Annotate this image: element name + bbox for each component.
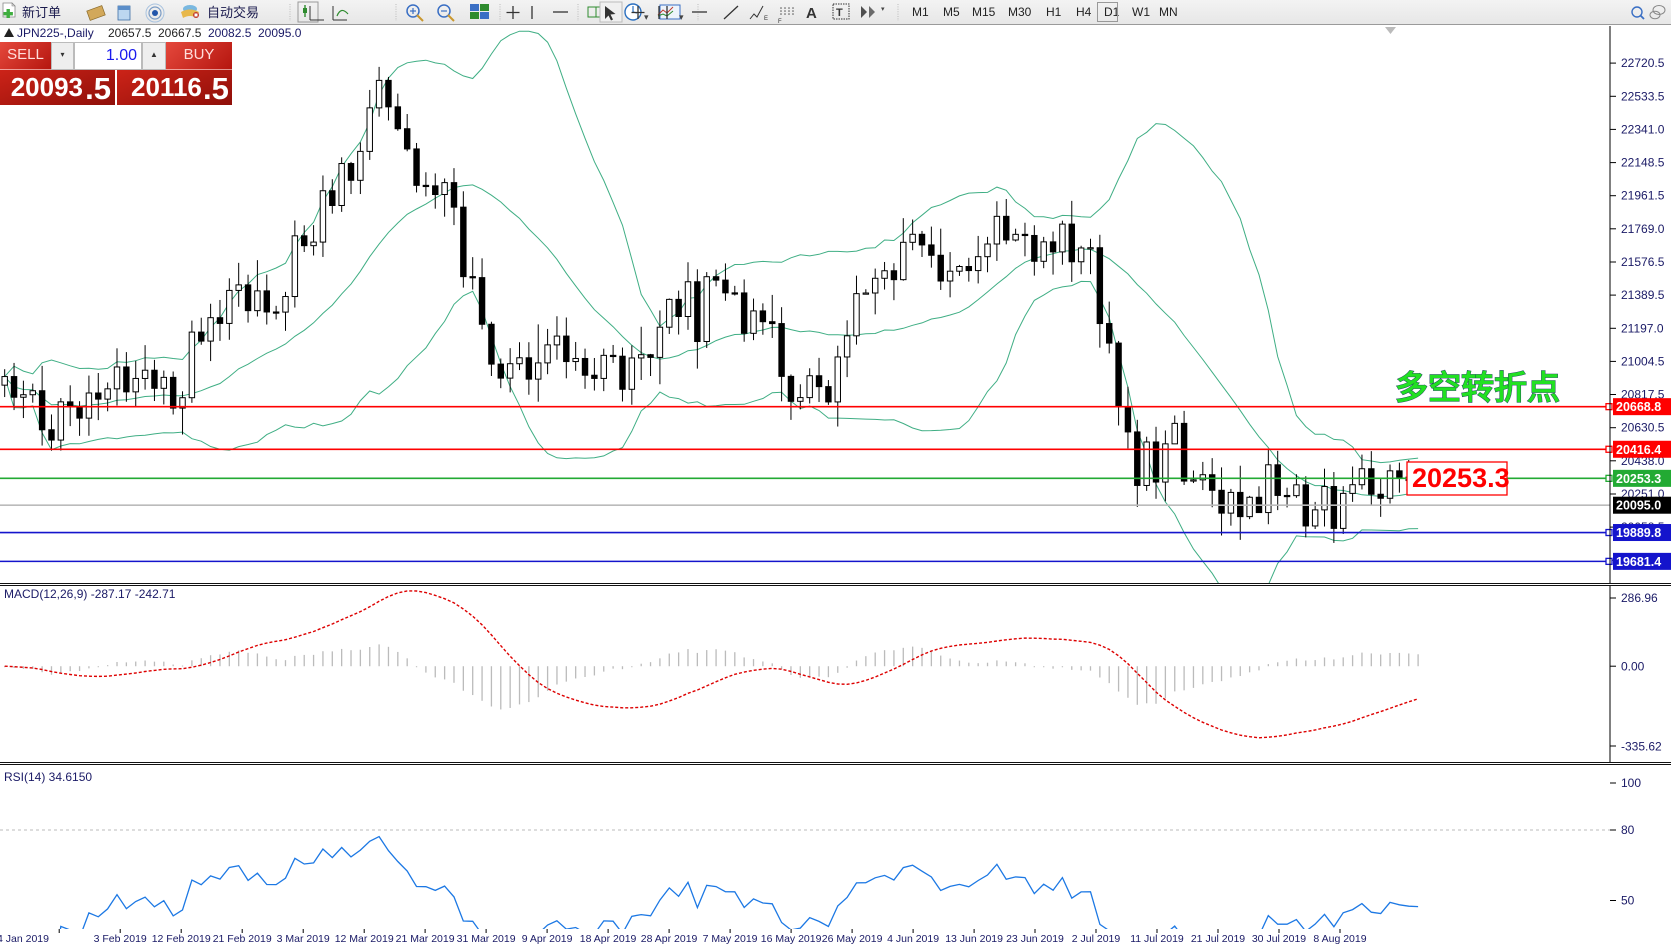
svg-text:▾: ▾ [644,12,649,22]
svg-text:19889.8: 19889.8 [1616,526,1661,540]
svg-text:28 Apr 2019: 28 Apr 2019 [641,933,698,945]
svg-text:22148.5: 22148.5 [1621,156,1665,170]
svg-text:7 May 2019: 7 May 2019 [703,933,758,945]
svg-text:21961.5: 21961.5 [1621,189,1665,203]
svg-text:自动交易: 自动交易 [207,5,259,20]
svg-text:2 Jul 2019: 2 Jul 2019 [1072,933,1121,945]
svg-text:A: A [806,5,817,22]
svg-text:22533.5: 22533.5 [1621,89,1665,103]
svg-text:4 Jan 2019: 4 Jan 2019 [0,933,49,945]
svg-text:F: F [778,19,782,25]
svg-text:21 Feb 2019: 21 Feb 2019 [213,933,272,945]
svg-text:13 Jun 2019: 13 Jun 2019 [945,933,1003,945]
svg-text:20253.3: 20253.3 [1616,472,1661,486]
svg-text:T: T [836,7,843,19]
svg-text:21769.0: 21769.0 [1621,222,1665,236]
svg-text:▾: ▾ [679,12,684,22]
svg-text:9 Apr 2019: 9 Apr 2019 [522,933,573,945]
svg-text:12 Feb 2019: 12 Feb 2019 [152,933,211,945]
svg-text:20668.8: 20668.8 [1616,400,1661,414]
svg-text:80: 80 [1621,823,1635,837]
svg-text:20095.0: 20095.0 [1616,499,1661,513]
svg-text:M5: M5 [943,5,960,19]
svg-text:50: 50 [1621,894,1635,908]
svg-text:11 Jul 2019: 11 Jul 2019 [1130,933,1184,945]
svg-text:MACD(12,26,9) -287.17 -242.71: MACD(12,26,9) -287.17 -242.71 [4,587,176,601]
svg-text:21576.5: 21576.5 [1621,255,1665,269]
svg-text:19681.4: 19681.4 [1616,555,1661,569]
svg-text:新订单: 新订单 [22,5,61,20]
svg-text:-335.62: -335.62 [1621,740,1662,754]
svg-text:3 Mar 2019: 3 Mar 2019 [277,933,330,945]
svg-text:21389.5: 21389.5 [1621,288,1665,302]
svg-text:M15: M15 [972,5,996,19]
svg-text:12 Mar 2019: 12 Mar 2019 [335,933,394,945]
svg-text:8 Aug 2019: 8 Aug 2019 [1313,933,1366,945]
svg-text:26 May 2019: 26 May 2019 [822,933,883,945]
svg-text:H1: H1 [1046,5,1062,19]
svg-text:21004.5: 21004.5 [1621,354,1665,368]
svg-text:H4: H4 [1076,5,1092,19]
svg-text:100: 100 [1621,776,1641,790]
svg-text:MN: MN [1159,5,1178,19]
svg-text:22720.5: 22720.5 [1621,56,1665,70]
svg-text:30 Jul 2019: 30 Jul 2019 [1252,933,1306,945]
svg-text:20253.3: 20253.3 [1412,463,1510,493]
svg-text:23 Jun 2019: 23 Jun 2019 [1006,933,1064,945]
svg-text:▾: ▾ [881,6,885,13]
svg-text:18 Apr 2019: 18 Apr 2019 [580,933,637,945]
svg-text:21197.0: 21197.0 [1621,321,1664,335]
svg-text:4 Jun 2019: 4 Jun 2019 [887,933,939,945]
svg-text:多空转折点: 多空转折点 [1395,369,1560,406]
svg-text:0.00: 0.00 [1621,660,1645,674]
svg-text:M1: M1 [912,5,929,19]
svg-text:20630.5: 20630.5 [1621,421,1665,435]
svg-text:22341.0: 22341.0 [1621,122,1665,136]
svg-text:21 Jul 2019: 21 Jul 2019 [1191,933,1245,945]
svg-text:3 Feb 2019: 3 Feb 2019 [94,933,147,945]
svg-text:286.96: 286.96 [1621,591,1658,605]
svg-text:20416.4: 20416.4 [1616,443,1661,457]
svg-text:16 May 2019: 16 May 2019 [761,933,822,945]
svg-text:M30: M30 [1008,5,1032,19]
svg-text:E: E [764,16,768,22]
svg-text:21 Mar 2019: 21 Mar 2019 [396,933,455,945]
svg-text:RSI(14) 34.6150: RSI(14) 34.6150 [4,770,92,784]
svg-text:31 Mar 2019: 31 Mar 2019 [457,933,516,945]
svg-text:W1: W1 [1132,5,1150,19]
